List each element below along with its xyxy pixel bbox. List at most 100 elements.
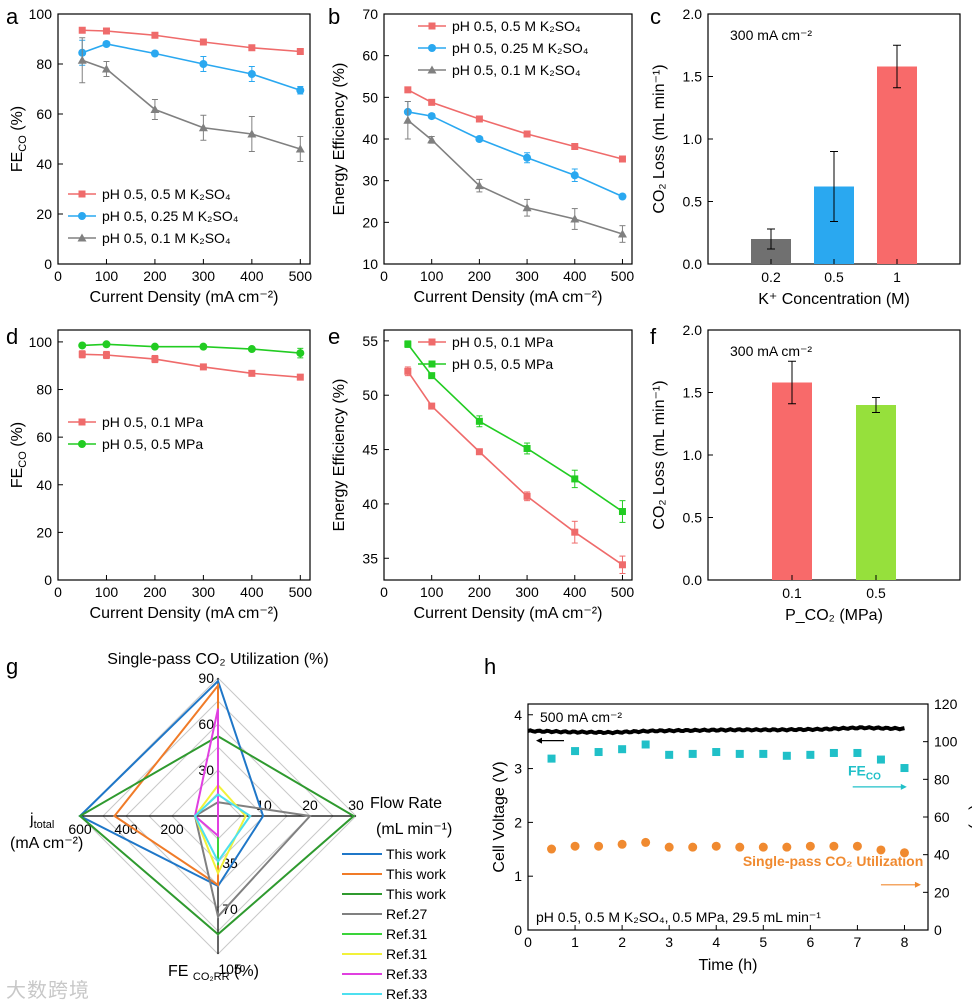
legend-entry: pH 0.5, 0.1 MPa: [102, 414, 203, 430]
chart-a-frame: [57, 13, 311, 265]
x-tick-label: 0.2: [761, 269, 781, 285]
data-point: [428, 372, 436, 380]
y-tick-label: 60: [362, 48, 378, 64]
y-axis-label: CO₂ Loss (mL min⁻¹): [651, 64, 668, 213]
fe-co-point: [735, 749, 744, 758]
data-point: [474, 181, 484, 190]
legend-entry: Ref.33: [386, 966, 427, 982]
y-tick-label: 0.0: [683, 256, 703, 272]
utilization-point: [570, 841, 580, 851]
fe-co-arrow-head: [900, 783, 907, 790]
data-point: [617, 229, 627, 238]
utilization-point: [617, 839, 627, 849]
legend-entry: pH 0.5, 0.1 M K₂SO₄: [452, 62, 581, 78]
data-point: [475, 115, 483, 123]
legend-entry: pH 0.5, 0.1 M K₂SO₄: [102, 230, 231, 246]
data-point: [428, 402, 436, 410]
x-tick-label: 300: [192, 584, 216, 600]
data-point: [102, 351, 110, 359]
panel-label: a: [6, 4, 19, 29]
data-point: [571, 528, 579, 536]
x-axis-label: Current Density (mA cm⁻²): [90, 289, 279, 306]
utilization-point: [899, 848, 909, 858]
y-axis-label: FECO (%): [9, 106, 29, 172]
series-1: [78, 340, 305, 359]
y-tick-label: 40: [36, 156, 52, 172]
y-axis-label: Energy Efficiency (%): [331, 63, 348, 216]
legend-marker: [77, 233, 87, 242]
y-tick-label: 0: [514, 922, 522, 938]
utilization-point: [805, 841, 815, 851]
radar-series-3: [193, 801, 313, 919]
series-2: [403, 101, 627, 243]
data-point: [403, 115, 413, 124]
radar-axis-title-left: jtotal: [29, 811, 54, 831]
panel-b: 0 100 200 300 400 500 10 20 30 40 50 60 70 Current De…: [322, 0, 642, 320]
data-point: [199, 38, 207, 46]
x-tick-label: 300: [515, 268, 539, 284]
series-0: [404, 366, 626, 574]
legend-entry: Ref.31: [386, 926, 427, 942]
legend-entry: pH 0.5, 0.5 M K₂SO₄: [102, 186, 231, 202]
current-density-annotation: 500 mA cm⁻²: [540, 709, 622, 725]
x-tick-label: 0: [54, 584, 62, 600]
panel-label: e: [328, 324, 340, 349]
utilization-point: [852, 841, 862, 851]
utilization-point: [688, 842, 698, 852]
bar: [877, 66, 917, 264]
panel-f: 0.0 0.5 1.0 1.5 2.0 0.1 0.5 300 mA cm⁻² P_CO₂ (M…: [644, 320, 972, 638]
y-axis-label: Energy Efficiency (%): [331, 379, 348, 532]
panel-e: 0 100 200 300 400 500 35 40 45 50 55 Current Densit…: [322, 320, 642, 638]
y-tick-label: 3: [514, 761, 522, 777]
fe-co-point: [594, 748, 603, 757]
x-tick-label: 300: [192, 268, 216, 284]
radar-tick-label: 20: [302, 797, 318, 813]
radar-tick-label: 60: [198, 716, 214, 732]
x-tick-label: 1: [571, 934, 579, 950]
data-point: [199, 60, 208, 68]
fe-co-point: [900, 764, 909, 773]
x-tick-label: 0: [380, 268, 388, 284]
x-tick-label: 0: [524, 934, 532, 950]
chart-d-frame: [57, 329, 311, 581]
y-axis-label: CO₂ Loss (mL min⁻¹): [651, 380, 668, 529]
fe-co-point: [688, 749, 697, 758]
legend-marker: [428, 360, 436, 368]
fe-co-point: [806, 750, 815, 759]
x-axis-label: K⁺ Concentration (M): [758, 291, 910, 308]
data-point: [571, 475, 579, 483]
x-tick-label: 400: [240, 584, 264, 600]
data-point: [102, 27, 110, 35]
x-tick-label: 0: [380, 584, 388, 600]
fe-co-point: [665, 750, 674, 759]
y-tick-label: 0: [44, 256, 52, 272]
x-tick-label: 300: [515, 584, 539, 600]
x-tick-label: 100: [420, 584, 444, 600]
legend-entry: pH 0.5, 0.1 MPa: [452, 334, 553, 350]
legend-marker: [427, 65, 437, 74]
fe-co-point: [853, 748, 862, 757]
data-point: [295, 144, 305, 153]
x-tick-label: 8: [901, 934, 909, 950]
data-point: [618, 155, 626, 163]
series-1: [403, 101, 627, 201]
y-tick-label: 60: [36, 106, 52, 122]
data-point: [427, 135, 437, 144]
x-tick-label: 200: [143, 268, 167, 284]
x-axis-label: Time (h): [699, 957, 758, 974]
chart-f-frame: [707, 329, 961, 581]
x-tick-label: 500: [289, 584, 313, 600]
x-tick-label: 200: [468, 584, 492, 600]
y2-tick-label: 100: [934, 734, 958, 750]
y-tick-label: 80: [36, 382, 52, 398]
data-point: [618, 561, 626, 569]
chart-f-svg: 0.0 0.5 1.0 1.5 2.0 0.1 0.5 300 mA cm⁻² P_CO₂ (M…: [650, 322, 961, 624]
x-tick-label: 500: [611, 268, 635, 284]
y-tick-label: 0.5: [683, 510, 703, 526]
legend-entry: pH 0.5, 0.5 MPa: [452, 356, 553, 372]
x-tick-label: 0.5: [866, 585, 886, 601]
x-tick-label: 400: [240, 268, 264, 284]
data-point: [571, 143, 579, 150]
panel-a: 0 100 200 300 400 500 0 20 40 60 80 100 Current Dens…: [0, 0, 320, 320]
y-tick-label: 20: [362, 214, 378, 230]
